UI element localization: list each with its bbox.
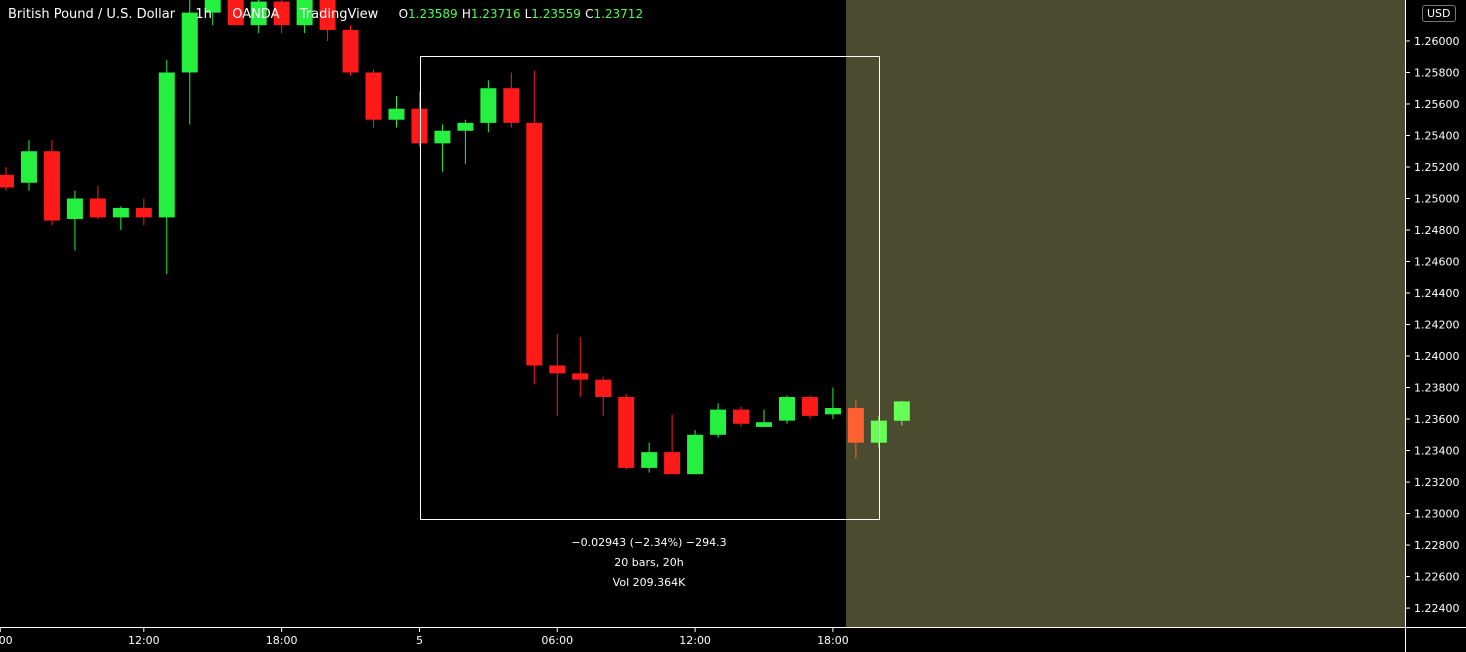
- candle-body[interactable]: [687, 434, 704, 475]
- candle-body[interactable]: [778, 396, 795, 421]
- price-tick-label: 1.23800: [1414, 382, 1460, 395]
- time-tick-label: 5: [416, 634, 423, 647]
- candle-body[interactable]: [824, 408, 841, 415]
- currency-badge[interactable]: USD: [1422, 5, 1456, 22]
- price-tick-label: 1.24400: [1414, 287, 1460, 300]
- candle-body[interactable]: [641, 452, 658, 468]
- candle-body[interactable]: [342, 29, 359, 73]
- time-axis[interactable]: 6:00 12:00 18:00 5 06:00 12:00 18:00: [0, 627, 849, 647]
- candle-body[interactable]: [250, 1, 267, 26]
- candle-body[interactable]: [710, 409, 727, 435]
- measure-change: −0.02943 (−2.34%) −294.3: [571, 536, 726, 549]
- candle-body[interactable]: [434, 130, 451, 144]
- candle-body[interactable]: [273, 1, 290, 26]
- candle-body[interactable]: [158, 72, 175, 218]
- time-tick-label: 12:00: [679, 634, 711, 647]
- price-tick-label: 1.25400: [1414, 129, 1460, 142]
- price-tick-label: 1.24800: [1414, 224, 1460, 237]
- price-tick-label: 1.23400: [1414, 445, 1460, 458]
- candle-body[interactable]: [618, 396, 635, 468]
- open-value: 1.23589: [408, 7, 458, 21]
- interval-label[interactable]: 1h: [195, 7, 212, 22]
- candle-body[interactable]: [112, 207, 129, 218]
- price-tick-label: 1.25600: [1414, 98, 1460, 111]
- price-tick-label: 1.24000: [1414, 350, 1460, 363]
- candle-body[interactable]: [664, 452, 681, 475]
- candle-body[interactable]: [296, 0, 313, 26]
- price-tick-label: 1.25000: [1414, 192, 1460, 205]
- low-label: L: [524, 7, 532, 21]
- measure-box[interactable]: [420, 56, 880, 520]
- broker-label: OANDA: [232, 7, 280, 22]
- candle-body[interactable]: [89, 198, 106, 218]
- time-tick-label: 18:00: [266, 634, 298, 647]
- time-tick-label: 06:00: [541, 634, 573, 647]
- price-tick-label: 1.22400: [1414, 602, 1460, 615]
- candle-body[interactable]: [526, 122, 543, 366]
- candle-body[interactable]: [411, 108, 428, 144]
- high-label: H: [461, 7, 471, 21]
- candle-body[interactable]: [43, 151, 60, 221]
- platform-label: TradingView: [299, 7, 379, 22]
- candles-layer: [0, 0, 910, 475]
- low-value: 1.23559: [531, 7, 581, 21]
- candle-body[interactable]: [365, 72, 382, 120]
- candle-body[interactable]: [0, 174, 14, 188]
- price-tick-label: 1.23200: [1414, 476, 1460, 489]
- price-tick-label: 1.24200: [1414, 319, 1460, 332]
- measure-volume: Vol 209.364K: [613, 576, 686, 589]
- time-tick-label: 6:00: [0, 634, 13, 647]
- candle-body[interactable]: [66, 198, 83, 219]
- price-tick-label: 1.23000: [1414, 508, 1460, 521]
- price-tick-label: 1.25200: [1414, 161, 1460, 174]
- candle-body[interactable]: [480, 88, 497, 123]
- price-tick-label: 1.26000: [1414, 35, 1460, 48]
- symbol-legend: British Pound / U.S. Dollar 1h OANDA Tra…: [8, 7, 643, 22]
- close-value: 1.23712: [593, 7, 644, 21]
- price-tick-label: 1.23600: [1414, 413, 1460, 426]
- candle-body[interactable]: [549, 365, 566, 374]
- price-tick-label: 1.22600: [1414, 571, 1460, 584]
- candle-body[interactable]: [319, 0, 336, 30]
- candle-body[interactable]: [893, 401, 910, 421]
- candle-body[interactable]: [733, 409, 750, 424]
- candle-body[interactable]: [457, 122, 474, 131]
- symbol-name[interactable]: British Pound / U.S. Dollar: [8, 7, 176, 22]
- candle-body[interactable]: [135, 207, 152, 218]
- candle-body[interactable]: [20, 151, 37, 183]
- candle-body[interactable]: [801, 396, 818, 416]
- future-zone-highlight: [846, 0, 1405, 627]
- candle-body[interactable]: [870, 420, 887, 443]
- close-label: C: [585, 7, 594, 21]
- candle-body[interactable]: [204, 0, 221, 13]
- candle-body[interactable]: [847, 408, 864, 443]
- time-tick-label: 18:00: [817, 634, 849, 647]
- candle-body[interactable]: [227, 0, 244, 26]
- price-tick-label: 1.24600: [1414, 256, 1460, 269]
- high-value: 1.23716: [470, 7, 521, 21]
- time-tick-label: 12:00: [128, 634, 160, 647]
- measure-bars: 20 bars, 20h: [614, 556, 683, 569]
- candle-body[interactable]: [181, 12, 198, 73]
- candle-body[interactable]: [595, 379, 612, 397]
- open-label: O: [398, 7, 409, 21]
- candle-body[interactable]: [756, 422, 773, 427]
- price-tick-label: 1.22800: [1414, 539, 1460, 552]
- price-tick-label: 1.25800: [1414, 66, 1460, 79]
- candle-body[interactable]: [572, 373, 589, 380]
- candle-body[interactable]: [503, 88, 520, 123]
- candle-body[interactable]: [388, 108, 405, 120]
- price-axis[interactable]: 1.26000 1.25800 1.25600 1.25400 1.25200 1.250…: [1405, 35, 1460, 615]
